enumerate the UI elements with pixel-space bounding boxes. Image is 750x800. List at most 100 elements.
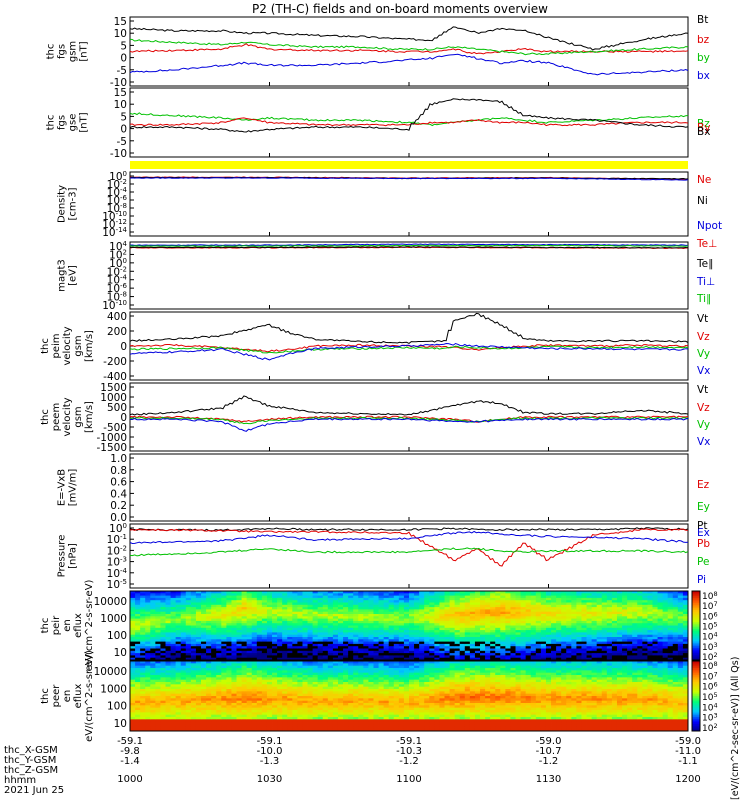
- spectrogram-cell: [378, 604, 385, 608]
- spectrogram-cell: [525, 616, 532, 619]
- spectrogram-cell: [282, 689, 288, 692]
- spectrogram-cell: [358, 593, 364, 596]
- spectrogram-cell: [277, 677, 283, 681]
- spectrogram-cell: [576, 643, 582, 647]
- spectrogram-cell: [190, 661, 197, 664]
- spectrogram-cell: [282, 632, 288, 636]
- spectrogram-cell: [130, 627, 136, 631]
- spectrogram-cell: [500, 602, 506, 606]
- spectrogram-cell: [302, 707, 308, 711]
- spectrogram-cell: [185, 616, 192, 619]
- spectrogram-cell: [490, 591, 496, 594]
- spectrogram-cell: [393, 625, 400, 629]
- spectrogram-cell: [627, 646, 633, 649]
- spectrogram-cell: [337, 668, 344, 671]
- spectrogram-cell: [474, 620, 481, 624]
- spectrogram-cell: [535, 637, 542, 640]
- spectrogram-cell: [155, 686, 161, 690]
- spectrogram-cell: [596, 593, 603, 596]
- spectrogram-cell: [642, 625, 648, 629]
- spectrogram-cell: [449, 653, 456, 656]
- spectrogram-cell: [677, 620, 684, 624]
- spectrogram-cell: [241, 691, 248, 695]
- spectrogram-cell: [652, 618, 658, 622]
- spectrogram-cell: [490, 646, 496, 649]
- spectrogram-cell: [551, 609, 557, 613]
- spectrogram-cell: [266, 675, 273, 678]
- spectrogram-cell: [388, 614, 395, 617]
- spectrogram-cell: [201, 665, 207, 669]
- spectrogram-cell: [327, 719, 334, 723]
- spectrogram-cell: [535, 593, 542, 596]
- spectrogram-cell: [297, 616, 303, 619]
- spectrogram-cell: [439, 616, 445, 619]
- spectrogram-cell: [302, 668, 308, 671]
- spectrogram-cell: [170, 696, 177, 699]
- spectrogram-cell: [180, 623, 187, 626]
- spectrogram-cell: [160, 597, 166, 601]
- spectrogram-cell: [130, 597, 136, 601]
- spectrogram-cell: [571, 623, 577, 626]
- y-axis-label: fgs: [57, 115, 68, 130]
- spectrogram-cell: [677, 655, 684, 659]
- spectrogram-cell: [353, 595, 359, 599]
- spectrogram-cell: [667, 607, 674, 610]
- spectrogram-cell: [140, 632, 146, 636]
- spectrogram-cell: [373, 604, 379, 608]
- spectrogram-cell: [591, 643, 598, 647]
- spectrogram-cell: [677, 634, 684, 638]
- colorbar-swatch: [692, 608, 700, 611]
- spectrogram-cell: [160, 634, 166, 638]
- spectrogram-cell: [429, 616, 435, 619]
- spectrogram-cell: [591, 618, 598, 622]
- legend-ez: Ez: [697, 479, 710, 491]
- spectrogram-cell: [586, 616, 593, 619]
- spectrogram-cell: [185, 639, 192, 642]
- spectrogram-cell: [201, 728, 207, 732]
- spectrogram-cell: [566, 646, 572, 649]
- spectrogram-cell: [363, 593, 369, 596]
- spectrogram-cell: [185, 705, 192, 709]
- spectrogram-cell: [337, 614, 344, 617]
- spectrogram-cell: [236, 684, 242, 688]
- spectrogram-cell: [556, 614, 562, 617]
- spectrogram-cell: [160, 650, 166, 654]
- spectrogram-cell: [682, 611, 689, 615]
- spectrogram-cell: [576, 625, 582, 629]
- spectrogram-cell: [424, 627, 430, 631]
- spectrogram-cell: [145, 728, 151, 732]
- spectrogram-cell: [429, 646, 435, 649]
- spectrogram-cell: [195, 591, 202, 594]
- spectrogram-cell: [246, 717, 253, 720]
- spectrogram-cell: [647, 646, 653, 649]
- spectrogram-cell: [312, 604, 319, 608]
- spectrogram-cell: [337, 653, 344, 656]
- spectrogram-cell: [672, 595, 679, 599]
- spectrogram-cell: [459, 593, 466, 596]
- spectrogram-cell: [388, 611, 395, 615]
- spectrogram-cell: [297, 682, 303, 685]
- spectrogram-cell: [616, 607, 623, 610]
- spectrogram-cell: [343, 618, 349, 622]
- spectrogram-cell: [606, 650, 613, 654]
- spectrogram-cell: [535, 639, 542, 642]
- spectrogram-cell: [256, 698, 263, 702]
- spectrogram-cell: [201, 693, 207, 697]
- spectrogram-cell: [332, 693, 339, 697]
- spectrogram-cell: [353, 691, 359, 695]
- spectrogram-cell: [297, 618, 303, 622]
- y-axis-label: thc: [40, 688, 51, 704]
- spectrogram-cell: [277, 728, 283, 732]
- spectrogram-cell: [272, 650, 278, 654]
- spectrogram-cell: [398, 600, 405, 603]
- spectrogram-cell: [246, 646, 253, 649]
- spectrogram-cell: [556, 597, 562, 601]
- spectrogram-cell: [140, 724, 146, 727]
- spectrogram-cell: [221, 641, 227, 645]
- spectrogram-cell: [409, 618, 415, 622]
- spectrogram-cell: [216, 657, 222, 661]
- spectrogram-cell: [424, 637, 430, 640]
- spectrogram-cell: [287, 643, 293, 647]
- colorbar-swatch: [692, 606, 700, 609]
- spectrogram-cell: [216, 668, 222, 671]
